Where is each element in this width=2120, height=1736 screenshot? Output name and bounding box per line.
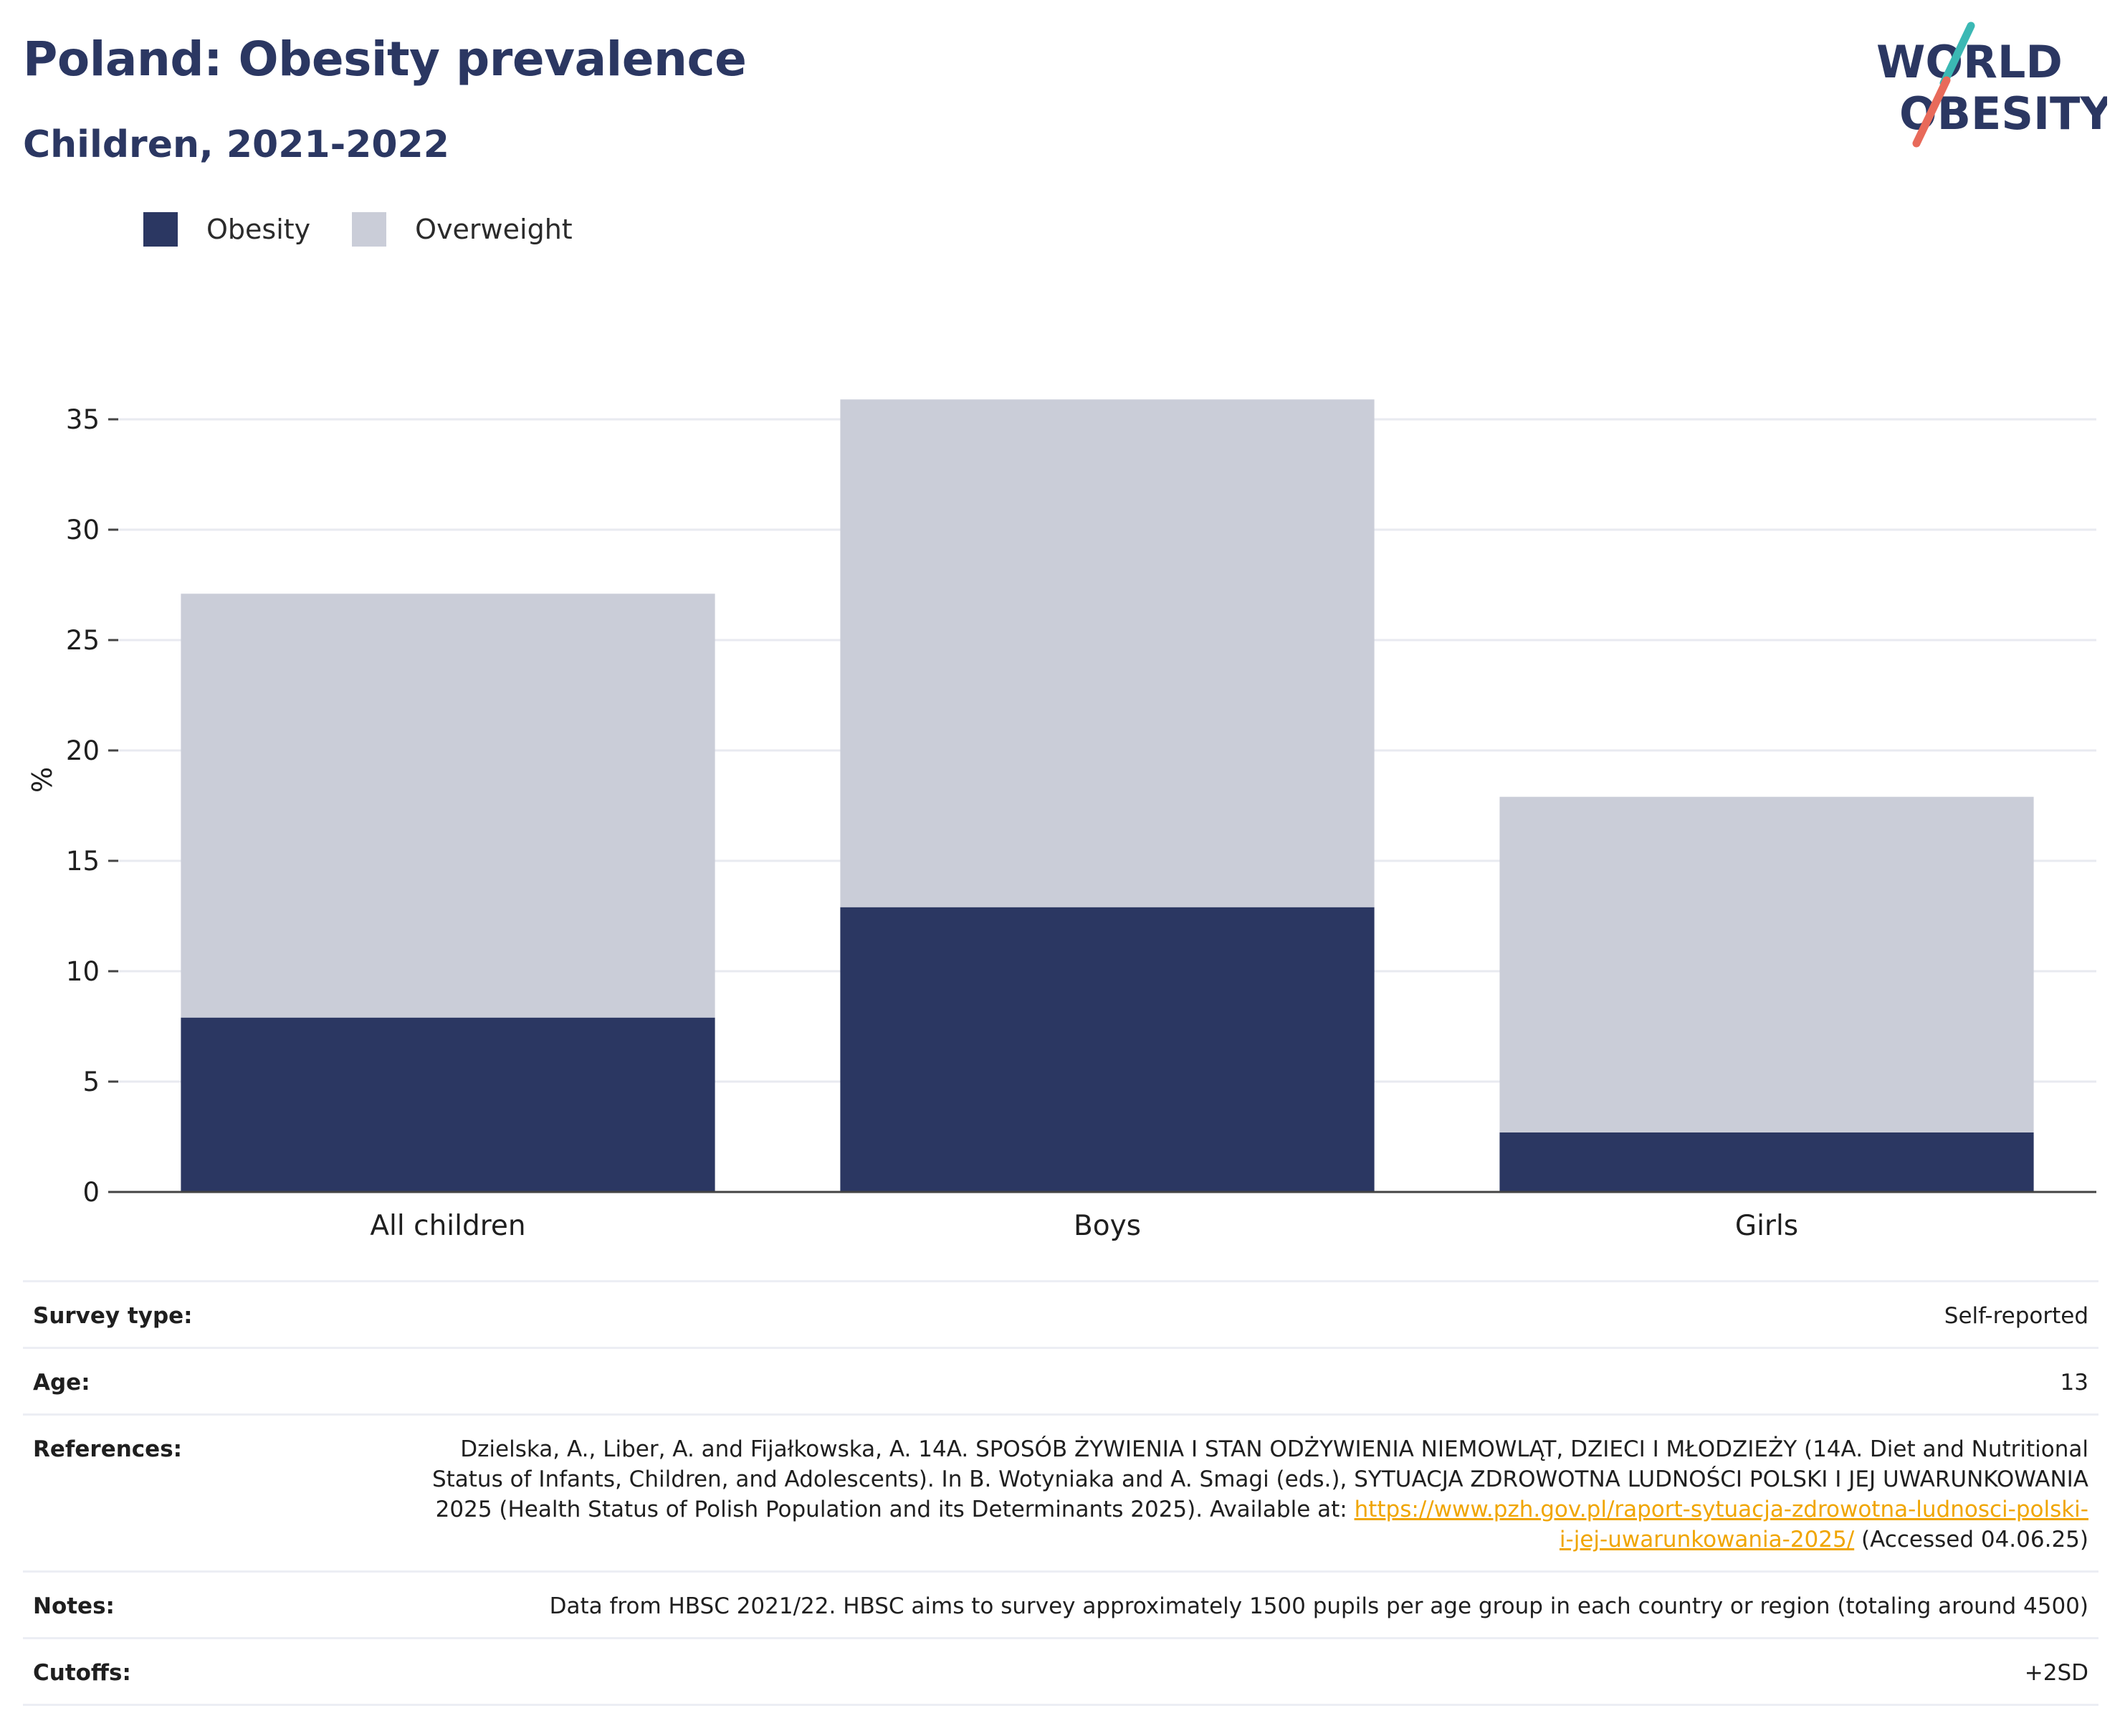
chart-legend: Obesity Overweight	[143, 212, 614, 247]
x-axis-ticks: All children Boys Girls	[118, 1191, 2096, 1242]
legend-item-obesity[interactable]: Obesity	[143, 212, 310, 247]
y-tick-label-0: 0	[82, 1177, 100, 1208]
legend-swatch-overweight	[352, 212, 387, 247]
info-label-references: References:	[23, 1413, 416, 1572]
info-label-notes: Notes:	[23, 1570, 416, 1639]
x-tick-label-girls: Girls	[1735, 1210, 1798, 1242]
x-tick-label-all-children: All children	[370, 1210, 525, 1242]
y-tick-label-15: 15	[66, 846, 100, 877]
stacked-bar-chart: 0 5 10 15 20 25 30 35 All children Boys Girls %	[27, 399, 2096, 1242]
references-link[interactable]: https://www.pzh.gov.pl/raport-sytuacja-z…	[1354, 1497, 2088, 1553]
bar-overweight-boys[interactable]	[840, 399, 1375, 907]
info-label-survey-type: Survey type:	[23, 1280, 416, 1348]
logo-slash-coral	[1912, 76, 1951, 148]
bar-obesity-boys[interactable]	[840, 907, 1375, 1192]
legend-label-obesity: Obesity	[206, 214, 311, 245]
world-obesity-logo: WORLD OBESITY	[1876, 22, 2107, 148]
info-value-survey-type: Self-reported	[416, 1280, 2098, 1348]
info-row-age: Age: 13	[23, 1347, 2098, 1415]
info-row-cutoffs: Cutoffs: +2SD	[23, 1637, 2098, 1706]
y-axis-label: %	[27, 767, 58, 793]
logo-slash-teal	[1939, 22, 1975, 87]
bar-obesity-all-children[interactable]	[181, 1017, 715, 1192]
info-value-notes: Data from HBSC 2021/22. HBSC aims to sur…	[416, 1570, 2098, 1639]
bar-overweight-girls[interactable]	[1499, 796, 2034, 1132]
x-tick-label-boys: Boys	[1074, 1210, 1141, 1242]
y-tick-label-35: 35	[66, 404, 100, 435]
references-accessed: (Accessed 04.06.25)	[1861, 1527, 2088, 1553]
legend-item-overweight[interactable]: Overweight	[352, 212, 573, 247]
legend-swatch-obesity	[143, 212, 178, 247]
chart-bars	[181, 399, 2034, 1192]
info-value-cutoffs: +2SD	[416, 1637, 2098, 1706]
info-value-references: Dzielska, A., Liber, A. and Fijałkowska,…	[416, 1413, 2098, 1572]
info-label-age: Age:	[23, 1347, 416, 1415]
info-label-cutoffs: Cutoffs:	[23, 1637, 416, 1706]
page-subtitle: Children, 2021-2022	[23, 123, 449, 166]
info-row-survey-type: Survey type: Self-reported	[23, 1280, 2098, 1348]
legend-label-overweight: Overweight	[415, 214, 573, 245]
bar-obesity-girls[interactable]	[1499, 1132, 2034, 1192]
y-axis-ticks: 0 5 10 15 20 25 30 35	[66, 404, 118, 1208]
references-text: Dzielska, A., Liber, A. and Fijałkowska,…	[431, 1436, 2088, 1522]
page-title: Poland: Obesity prevalence	[23, 32, 747, 87]
logo-text-world: WORLD	[1876, 36, 2063, 88]
y-tick-label-5: 5	[82, 1067, 100, 1097]
y-tick-label-25: 25	[66, 625, 100, 656]
info-row-references: References: Dzielska, A., Liber, A. and …	[23, 1413, 2098, 1572]
bar-overweight-all-children[interactable]	[181, 593, 715, 1018]
y-tick-label-20: 20	[66, 735, 100, 766]
info-row-notes: Notes: Data from HBSC 2021/22. HBSC aims…	[23, 1570, 2098, 1639]
info-value-age: 13	[416, 1347, 2098, 1415]
info-table: Survey type: Self-reported Age: 13 Refer…	[23, 1280, 2098, 1706]
y-tick-label-10: 10	[66, 956, 100, 987]
y-tick-label-30: 30	[66, 515, 100, 545]
